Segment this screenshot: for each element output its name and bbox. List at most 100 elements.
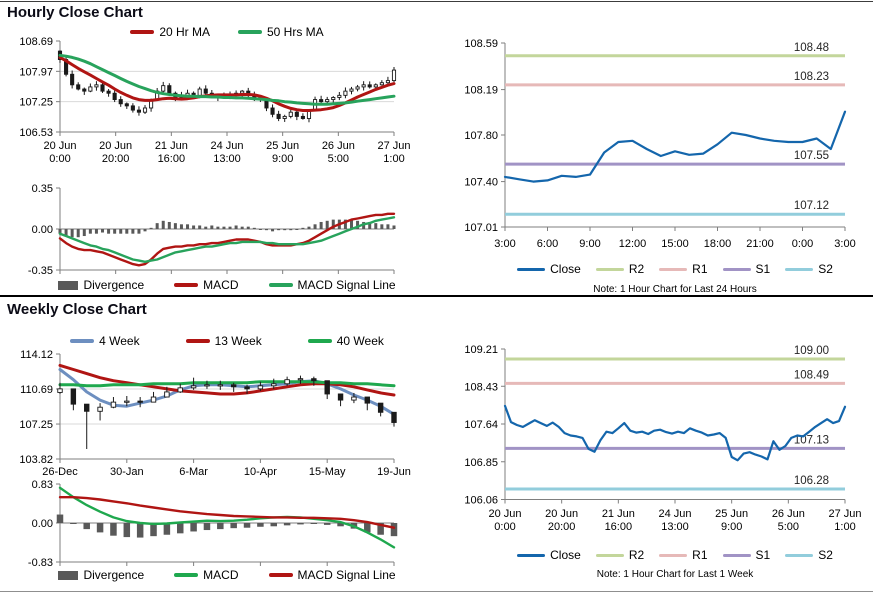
tick-label: 6:00 xyxy=(537,238,558,250)
candle-body xyxy=(367,84,372,88)
weekly-section-title: Weekly Close Chart xyxy=(7,301,147,318)
divergence-bar xyxy=(76,229,80,238)
tick-label: 107.64 xyxy=(464,419,498,431)
hourly-section-title: Hourly Close Chart xyxy=(7,4,143,21)
tick-label: 27 Jun xyxy=(828,508,861,520)
divergence-bar xyxy=(204,226,208,229)
tick-label: 24 Jun xyxy=(658,508,691,520)
tick-label: 16:00 xyxy=(158,153,186,165)
divergence-bar xyxy=(252,227,256,229)
divergence-bar xyxy=(301,227,305,229)
divergence-bar xyxy=(155,223,159,229)
tick-label: 106.28 xyxy=(794,475,829,487)
series-line xyxy=(58,212,396,267)
tick-label: 24 Jun xyxy=(210,140,243,152)
legend-line-swatch xyxy=(785,267,814,271)
divergence-bar xyxy=(143,229,147,232)
candle-body xyxy=(136,109,141,113)
candle-body xyxy=(349,88,354,92)
divergence-bar xyxy=(176,523,184,534)
divergence-bar xyxy=(119,229,123,234)
tick-label: 107.25 xyxy=(19,97,53,109)
tick-label: 3:00 xyxy=(834,238,855,250)
divergence-bar xyxy=(307,226,311,229)
tick-label: 103.82 xyxy=(19,454,53,466)
candle-body xyxy=(70,388,77,405)
divergence-bar xyxy=(356,220,360,229)
divergence-bar xyxy=(217,523,224,530)
candle-body xyxy=(124,103,129,107)
candle-body xyxy=(100,84,105,92)
divergence-bar xyxy=(94,229,98,234)
candle-body xyxy=(137,400,143,403)
divergence-bar xyxy=(137,229,141,234)
divergence-bar xyxy=(163,523,171,535)
series-line xyxy=(503,404,847,462)
legend-line-swatch xyxy=(517,553,546,557)
divergence-bar xyxy=(125,229,129,234)
legend-line-swatch xyxy=(517,267,546,271)
tick-label: 26 Jun xyxy=(322,140,355,152)
divergence-bar xyxy=(203,523,211,531)
tick-label: 106.85 xyxy=(464,457,498,469)
tick-label: 107.25 xyxy=(19,419,53,431)
divergence-bar xyxy=(161,220,165,229)
candle-body xyxy=(84,403,90,412)
tick-label: 1:00 xyxy=(383,153,404,165)
legend-line-swatch xyxy=(238,30,262,34)
divergence-bar xyxy=(228,226,232,229)
candle-body xyxy=(118,99,123,105)
tick-label: 1:00 xyxy=(834,521,855,533)
candle-body xyxy=(355,86,360,90)
candle-body xyxy=(130,105,135,111)
divergence-bar xyxy=(243,523,251,528)
divergence-bar xyxy=(390,523,398,537)
divergence-bar xyxy=(58,229,62,234)
divergence-bar xyxy=(167,221,171,229)
divergence-bar xyxy=(150,523,157,537)
legend-label: 4 Week xyxy=(99,334,140,348)
tick-label: 0.00 xyxy=(32,224,53,236)
legend-item-s2: S2 xyxy=(785,548,833,562)
series-line xyxy=(58,380,396,388)
tick-label: 12:00 xyxy=(619,238,647,250)
candle-body xyxy=(337,393,344,401)
weekly-macd-legend: Divergence MACD MACD Signal Line xyxy=(58,568,396,582)
tick-label: 5:00 xyxy=(328,153,349,165)
candle-body xyxy=(230,384,237,388)
legend-item-macd-signal-line: MACD Signal Line xyxy=(268,278,396,292)
candle-body xyxy=(112,92,117,101)
divergence-bar xyxy=(70,523,77,524)
divergence-bar xyxy=(64,229,68,237)
divergence-bar xyxy=(337,523,344,527)
candle-body xyxy=(351,396,357,401)
candle-body xyxy=(190,385,197,389)
series-line xyxy=(58,368,396,416)
legend-bar-swatch xyxy=(58,280,79,290)
tick-label: 15:00 xyxy=(661,238,689,250)
divergence-bar xyxy=(230,523,237,529)
candle-body xyxy=(391,69,397,82)
divergence-bar xyxy=(374,223,378,229)
divergence-bar xyxy=(343,219,347,229)
candle-body xyxy=(311,378,317,382)
candle-body xyxy=(142,107,148,113)
tick-label: 20 Jun xyxy=(488,508,521,520)
candle-body xyxy=(88,86,93,92)
tick-label: -0.83 xyxy=(28,557,53,569)
legend-item-r2: R2 xyxy=(595,548,644,562)
legend-label: Divergence xyxy=(83,568,145,582)
candle-body xyxy=(57,388,63,393)
tick-label: 107.01 xyxy=(464,222,498,234)
weekly-macd-chart: 0.83 0.00 -0.83 xyxy=(28,479,398,569)
legend-line-swatch xyxy=(174,573,199,577)
candle-body xyxy=(270,107,275,115)
divergence-bar xyxy=(386,224,390,229)
candle-body xyxy=(124,400,130,403)
tick-label: 108.69 xyxy=(19,36,53,48)
legend-item-40-week: 40 Week xyxy=(307,334,384,348)
legend-line-swatch xyxy=(785,553,814,557)
legend-label: R1 xyxy=(692,548,708,562)
